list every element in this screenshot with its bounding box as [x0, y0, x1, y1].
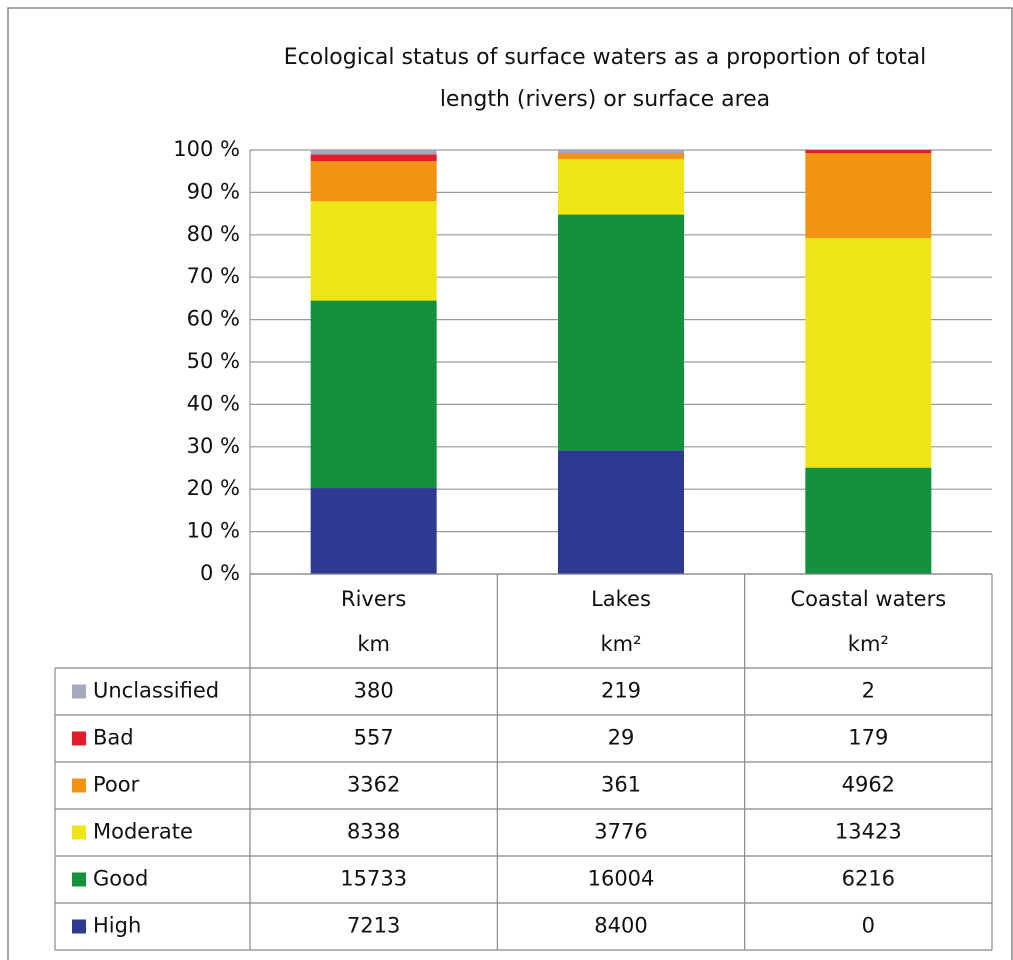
bar-segment — [805, 237, 932, 468]
legend-swatch — [72, 872, 86, 887]
y-tick-label: 0 % — [200, 561, 240, 585]
y-tick-label: 90 % — [187, 179, 240, 203]
y-tick-label: 50 % — [187, 349, 240, 373]
frame — [7, 7, 1013, 960]
y-tick-label: 10 % — [187, 519, 240, 543]
chart-title: length (rivers) or surface area — [440, 87, 770, 112]
legend-swatch — [72, 825, 86, 840]
bar-segment — [558, 158, 684, 215]
table-value: 8400 — [594, 914, 647, 938]
y-tick-label: 70 % — [187, 264, 240, 288]
y-tick-label: 30 % — [187, 434, 240, 458]
legend-label: Moderate — [93, 820, 193, 844]
legend-label: Bad — [93, 726, 134, 750]
bar-segment — [558, 214, 684, 451]
bar-segment — [310, 154, 437, 162]
bar-segment — [310, 201, 437, 301]
legend-swatch — [72, 684, 86, 699]
table-value: 15733 — [340, 867, 407, 891]
x-tick-label: Coastal waters — [790, 587, 946, 611]
bar-segment — [310, 150, 437, 155]
legend-swatch — [72, 778, 86, 793]
table-value: 557 — [354, 726, 394, 750]
table-value: 8338 — [347, 820, 400, 844]
legend-label: Unclassified — [93, 679, 219, 703]
table-value: 0 — [862, 914, 875, 938]
bar-segment — [558, 150, 684, 154]
table-value: 3362 — [347, 773, 400, 797]
y-tick-label: 80 % — [187, 222, 240, 246]
legend-label: High — [93, 914, 141, 938]
legend-swatch — [72, 731, 86, 746]
y-tick-label: 40 % — [187, 391, 240, 415]
y-tick-label: 100 % — [173, 137, 240, 161]
bar-segment — [558, 450, 684, 574]
legend-swatch — [72, 919, 86, 934]
table-value: 16004 — [588, 867, 655, 891]
bar-segment — [310, 488, 437, 574]
bar-segment — [310, 161, 437, 202]
table-value: 380 — [354, 679, 394, 703]
table-value: 179 — [848, 726, 888, 750]
table-value: 219 — [601, 679, 641, 703]
bar-segment — [805, 153, 932, 238]
table-value: 29 — [608, 726, 635, 750]
bar-segment — [558, 153, 684, 159]
bar-segment — [805, 467, 932, 574]
bar-segment — [805, 150, 932, 154]
chart-title: Ecological status of surface waters as a… — [284, 45, 927, 70]
legend-label: Poor — [93, 773, 140, 797]
unit-label: km — [357, 632, 390, 656]
bar-segment — [310, 300, 437, 489]
unit-label: km² — [848, 632, 889, 656]
y-tick-label: 20 % — [187, 476, 240, 500]
table-value: 13423 — [835, 820, 902, 844]
table-value: 3776 — [594, 820, 647, 844]
table-value: 7213 — [347, 914, 400, 938]
unit-label: km² — [600, 632, 641, 656]
legend-label: Good — [93, 867, 148, 891]
table-value: 6216 — [842, 867, 895, 891]
x-tick-label: Rivers — [341, 587, 406, 611]
y-tick-label: 60 % — [187, 307, 240, 331]
table-value: 361 — [601, 773, 641, 797]
table-value: 4962 — [842, 773, 895, 797]
table-value: 2 — [862, 679, 875, 703]
x-tick-label: Lakes — [591, 587, 651, 611]
